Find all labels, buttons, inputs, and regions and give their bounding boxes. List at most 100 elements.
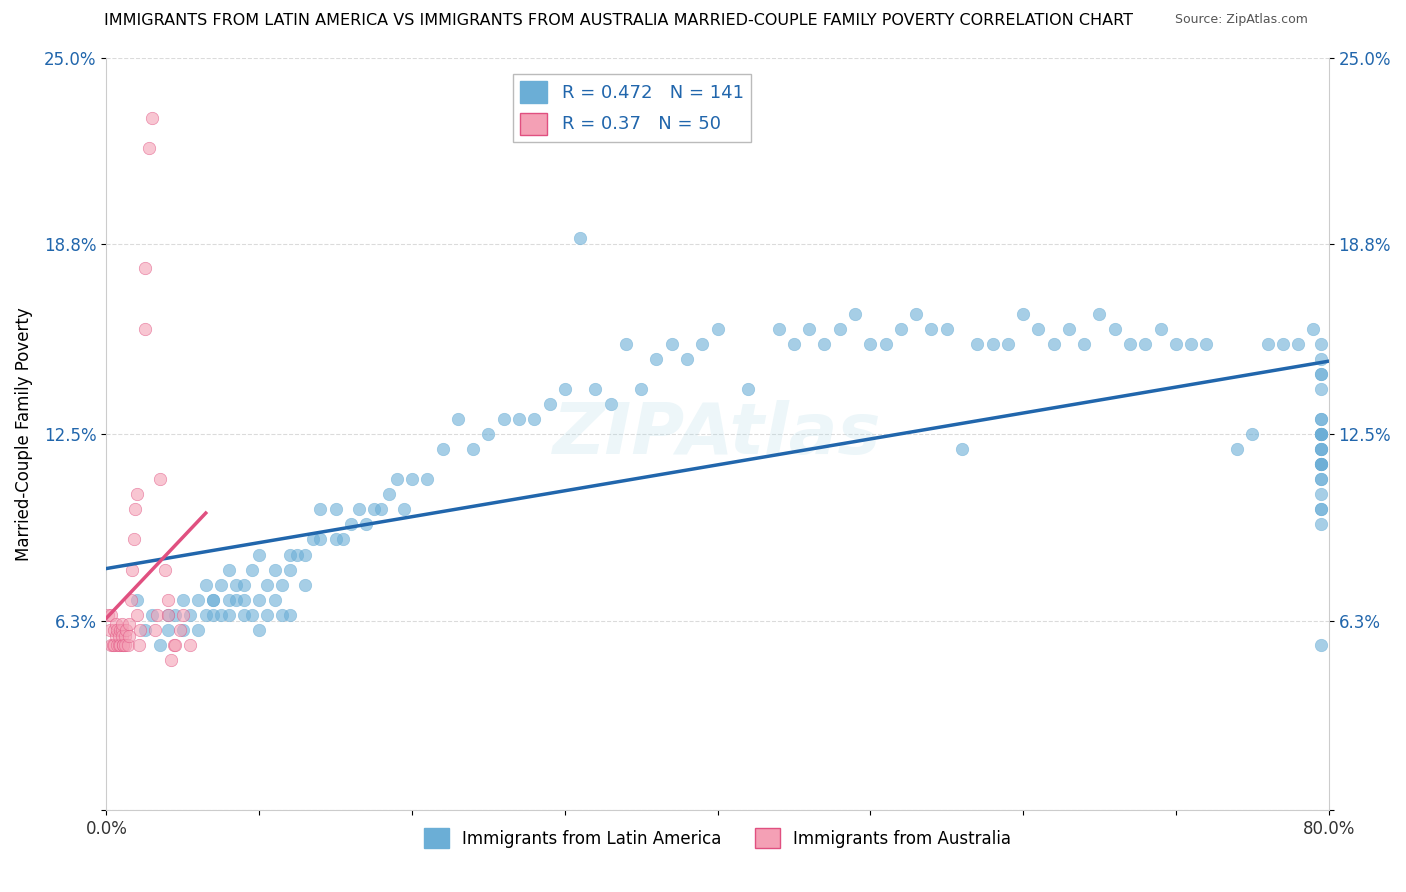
Point	[156, 607, 179, 622]
Point	[263, 592, 285, 607]
Point	[1073, 336, 1095, 351]
Point	[1310, 427, 1333, 442]
Point	[146, 607, 169, 622]
Point	[1310, 457, 1333, 471]
Point	[1195, 336, 1218, 351]
Point	[100, 607, 122, 622]
Point	[1164, 336, 1187, 351]
Point	[114, 638, 136, 652]
Point	[1119, 336, 1142, 351]
Point	[325, 533, 347, 547]
Point	[768, 321, 790, 335]
Point	[156, 623, 179, 637]
Point	[935, 321, 957, 335]
Point	[141, 111, 163, 125]
Point	[523, 412, 546, 426]
Point	[1088, 307, 1111, 321]
Point	[997, 336, 1019, 351]
Point	[218, 563, 240, 577]
Point	[301, 533, 323, 547]
Point	[690, 336, 713, 351]
Point	[1226, 442, 1249, 457]
Point	[156, 592, 179, 607]
Point	[981, 336, 1004, 351]
Point	[1310, 457, 1333, 471]
Point	[354, 517, 377, 532]
Point	[153, 563, 176, 577]
Point	[859, 336, 882, 351]
Point	[225, 592, 247, 607]
Point	[1057, 321, 1080, 335]
Point	[202, 592, 225, 607]
Point	[141, 607, 163, 622]
Point	[394, 502, 416, 516]
Point	[107, 638, 129, 652]
Text: ZIPAtlas: ZIPAtlas	[554, 400, 882, 468]
Point	[271, 577, 294, 591]
Point	[1042, 336, 1064, 351]
Point	[363, 502, 385, 516]
Point	[278, 548, 301, 562]
Point	[332, 533, 354, 547]
Point	[706, 321, 728, 335]
Point	[121, 563, 143, 577]
Point	[325, 502, 347, 516]
Point	[599, 397, 621, 411]
Point	[104, 629, 127, 643]
Point	[120, 592, 142, 607]
Point	[1241, 427, 1264, 442]
Point	[97, 607, 120, 622]
Point	[172, 623, 194, 637]
Point	[194, 607, 217, 622]
Point	[378, 487, 401, 501]
Point	[103, 638, 125, 652]
Point	[256, 577, 278, 591]
Point	[111, 629, 134, 643]
Point	[103, 623, 125, 637]
Point	[218, 607, 240, 622]
Point	[159, 653, 181, 667]
Point	[447, 412, 470, 426]
Point	[263, 563, 285, 577]
Point	[309, 502, 332, 516]
Point	[477, 427, 499, 442]
Point	[1271, 336, 1294, 351]
Point	[240, 563, 263, 577]
Point	[569, 231, 592, 245]
Point	[124, 502, 146, 516]
Point	[1310, 517, 1333, 532]
Point	[1310, 427, 1333, 442]
Point	[1302, 321, 1324, 335]
Point	[583, 382, 606, 396]
Point	[1310, 638, 1333, 652]
Point	[149, 472, 172, 486]
Point	[1310, 412, 1333, 426]
Point	[1310, 502, 1333, 516]
Point	[920, 321, 942, 335]
Point	[287, 548, 309, 562]
Point	[676, 351, 699, 366]
Point	[1310, 502, 1333, 516]
Point	[278, 607, 301, 622]
Y-axis label: Married-Couple Family Poverty: Married-Couple Family Poverty	[15, 307, 32, 561]
Point	[112, 638, 135, 652]
Point	[114, 629, 136, 643]
Point	[554, 382, 576, 396]
Point	[340, 517, 363, 532]
Point	[492, 412, 515, 426]
Point	[844, 307, 866, 321]
Point	[108, 638, 131, 652]
Point	[240, 607, 263, 622]
Point	[799, 321, 821, 335]
Point	[1310, 442, 1333, 457]
Point	[134, 261, 156, 276]
Point	[1310, 367, 1333, 381]
Point	[129, 623, 152, 637]
Point	[225, 577, 247, 591]
Point	[247, 592, 270, 607]
Point	[1149, 321, 1171, 335]
Point	[134, 623, 156, 637]
Point	[247, 548, 270, 562]
Point	[1310, 382, 1333, 396]
Point	[1104, 321, 1126, 335]
